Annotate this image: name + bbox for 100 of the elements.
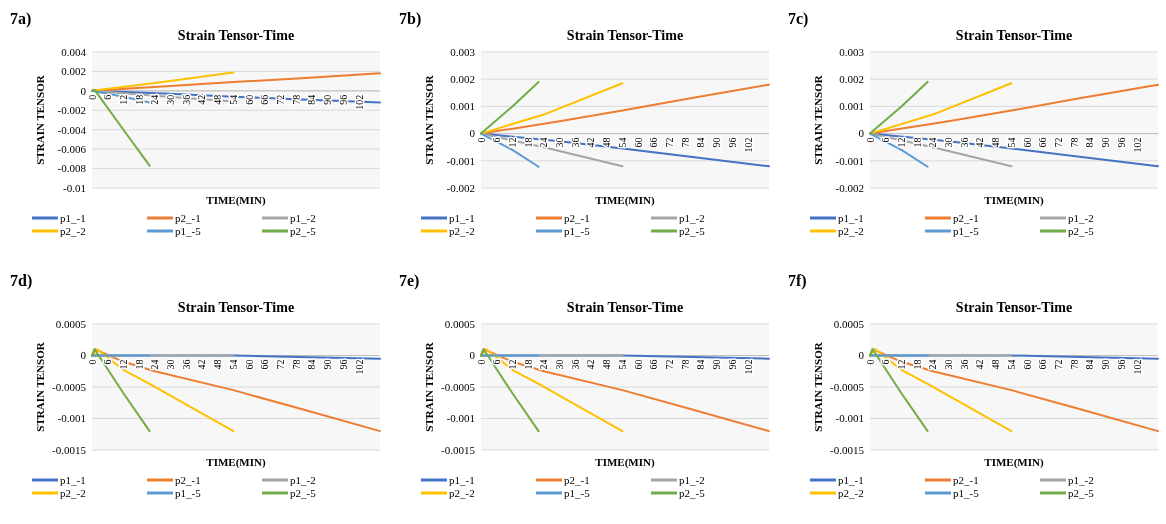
x-tick-label: 84 [695, 137, 707, 148]
x-axis-title: TIME(MIN) [206, 456, 266, 469]
chart-title: Strain Tensor-Time [177, 300, 295, 315]
x-tick-label: 48 [601, 137, 613, 148]
legend-label: p1_-1 [838, 473, 864, 486]
x-tick-label: 78 [679, 359, 691, 370]
x-axis-title: TIME(MIN) [595, 456, 655, 469]
chart-title: Strain Tensor-Time [566, 28, 684, 43]
legend-label: p2_-5 [679, 486, 706, 499]
legend-label: p1_-2 [290, 473, 316, 486]
y-tick-label: -0.001 [446, 412, 475, 425]
legend-label: p2_-5 [1068, 486, 1095, 499]
x-tick-label: 78 [290, 359, 302, 370]
legend-label: p1_-2 [290, 211, 316, 224]
x-tick-label: 72 [1053, 359, 1065, 370]
x-tick-label: 12 [895, 359, 907, 370]
y-tick-label: -0.001 [835, 154, 864, 167]
x-tick-label: 96 [726, 137, 738, 148]
x-tick-label: 42 [974, 137, 986, 148]
x-tick-label: 72 [275, 359, 287, 370]
x-tick-label: 18 [911, 137, 923, 148]
x-axis-title: TIME(MIN) [984, 456, 1044, 469]
x-tick-label: 60 [632, 359, 644, 370]
x-tick-label: 90 [322, 359, 334, 370]
x-tick-label: 36 [958, 137, 970, 148]
y-tick-label: 0.0005 [833, 317, 865, 330]
text: 7d) [10, 272, 33, 290]
x-tick-label: 60 [632, 137, 644, 148]
legend-label: p2_-5 [290, 224, 317, 237]
x-tick-label: 30 [554, 137, 566, 148]
y-tick-label: 0.0005 [55, 317, 87, 330]
legend-label: p1_-1 [449, 473, 475, 486]
x-tick-label: 48 [990, 137, 1002, 148]
y-tick-label: -0.001 [446, 154, 475, 167]
x-tick-label: 78 [1068, 137, 1080, 148]
x-tick-label: 54 [227, 359, 239, 370]
x-tick-label: 78 [1068, 359, 1080, 370]
x-tick-label: 18 [522, 359, 534, 370]
legend-label: p2_-1 [175, 473, 201, 486]
x-tick-label: 12 [117, 359, 129, 370]
x-tick-label: 6 [491, 359, 503, 365]
y-tick-label: -0.0005 [830, 380, 865, 393]
x-tick-label: 18 [133, 359, 145, 370]
x-tick-label: 0 [475, 137, 487, 143]
x-tick-label: 12 [506, 137, 518, 148]
x-tick-label: 102 [1131, 137, 1143, 153]
line-series [480, 348, 540, 433]
y-axis-title: STRAIN TENSOR [33, 74, 46, 165]
legend-label: p1_-5 [175, 224, 202, 237]
legend-label: p1_-2 [1068, 211, 1094, 224]
line-series [869, 348, 929, 433]
x-tick-label: 0 [86, 359, 98, 365]
x-tick-label: 60 [243, 94, 255, 105]
x-tick-label: 96 [337, 94, 349, 105]
x-tick-label: 24 [927, 359, 939, 370]
y-axis-title: STRAIN TENSOR [33, 341, 46, 432]
x-tick-label: 30 [943, 359, 955, 370]
x-tick-label: 90 [1100, 359, 1112, 370]
x-tick-label: 72 [1053, 137, 1065, 148]
legend-label: p2_-2 [449, 486, 475, 499]
y-tick-label: -0.008 [57, 162, 87, 175]
x-axis-title: TIME(MIN) [984, 194, 1044, 207]
x-tick-label: 24 [538, 359, 550, 370]
y-tick-label: 0.0005 [444, 317, 476, 330]
y-axis-title: STRAIN TENSOR [422, 341, 435, 432]
x-tick-label: 54 [616, 359, 628, 370]
x-tick-label: 0 [864, 137, 876, 143]
y-tick-label: 0.001 [839, 100, 864, 113]
legend-label: p2_-2 [60, 486, 86, 499]
x-tick-label: 84 [695, 359, 707, 370]
chart-title: Strain Tensor-Time [177, 28, 295, 43]
line-series [480, 348, 624, 433]
x-tick-label: 90 [1100, 137, 1112, 148]
y-tick-label: -0.001 [835, 412, 864, 425]
y-tick-label: -0.0005 [441, 380, 476, 393]
x-tick-label: 96 [337, 359, 349, 370]
chart-title: Strain Tensor-Time [566, 300, 684, 315]
text: 7f) [788, 272, 807, 290]
y-tick-label: -0.001 [57, 412, 86, 425]
legend-label: p1_-2 [1068, 473, 1094, 486]
legend-label: p1_-1 [838, 211, 864, 224]
y-tick-label: -0.002 [57, 104, 86, 117]
y-tick-label: 0.002 [450, 73, 475, 86]
x-tick-label: 66 [648, 137, 660, 148]
line-series [91, 88, 151, 167]
y-axis-title: STRAIN TENSOR [811, 74, 824, 165]
x-tick-label: 30 [554, 359, 566, 370]
y-tick-label: -0.002 [835, 181, 864, 194]
legend-label: p2_-1 [953, 473, 979, 486]
legend-label: p1_-2 [679, 473, 705, 486]
legend-label: p1_-1 [60, 473, 86, 486]
legend-label: p2_-5 [679, 224, 706, 237]
legend-label: p1_-5 [564, 224, 591, 237]
chart-title: Strain Tensor-Time [955, 300, 1073, 315]
x-tick-label: 36 [958, 359, 970, 370]
x-tick-label: 0 [475, 359, 487, 365]
x-tick-label: 66 [259, 94, 271, 105]
line-series [91, 348, 151, 433]
x-tick-label: 36 [180, 94, 192, 105]
legend-label: p2_-2 [449, 224, 475, 237]
